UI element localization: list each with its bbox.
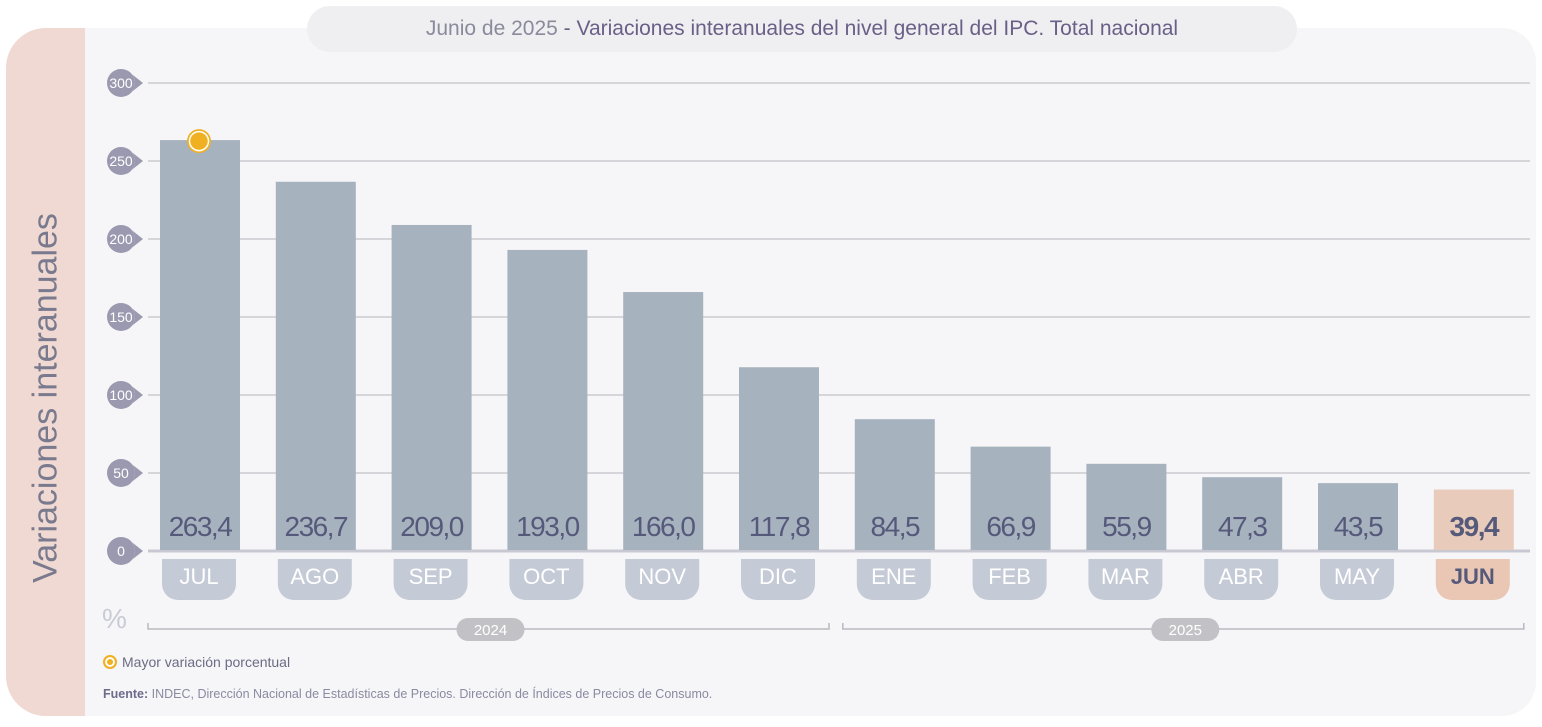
title-separator: - [557, 17, 577, 40]
y-tick-label: 250 [109, 153, 133, 169]
max-marker-ring [188, 130, 210, 152]
value-label: 43,5 [1334, 511, 1383, 542]
source-label: Fuente: [103, 687, 149, 701]
value-label: 47,3 [1218, 511, 1267, 542]
bar-dic [739, 367, 819, 550]
bar-mar [1086, 463, 1167, 550]
value-label: 209,0 [400, 511, 463, 542]
month-pill [1088, 559, 1163, 600]
month-label: JUL [179, 564, 218, 589]
month-label: JUN [1451, 564, 1495, 589]
bar-oct [507, 249, 588, 551]
month-pill [856, 559, 931, 600]
month-label: ENE [871, 564, 916, 589]
month-pill [1204, 559, 1279, 600]
chart-card: Variaciones interanuales [6, 28, 1536, 716]
bar-abr [1202, 477, 1283, 550]
month-label: MAR [1101, 564, 1150, 589]
value-label: 166,0 [632, 511, 695, 542]
bar-jul [160, 140, 240, 550]
y-tick-bubble [107, 459, 135, 487]
bar-feb [970, 446, 1051, 550]
month-label: DIC [759, 564, 797, 589]
y-tick-bubble [107, 147, 135, 175]
bar-jun [1433, 489, 1514, 550]
title-date: Junio de 2025 [425, 17, 558, 40]
month-pill [162, 559, 236, 600]
value-label: 66,9 [986, 511, 1035, 542]
chart-title: Junio de 2025 - Variaciones interanuales… [307, 6, 1297, 52]
value-label: 263,4 [169, 511, 232, 542]
month-label: AGO [290, 564, 339, 589]
month-label: FEB [988, 564, 1031, 589]
source-note: Fuente: INDEC, Dirección Nacional de Est… [103, 687, 712, 701]
month-pill [277, 559, 352, 600]
year-pill [1151, 618, 1220, 641]
bar-ago [275, 181, 356, 551]
y-tick-bubble [107, 69, 135, 97]
bar-may [1318, 483, 1398, 550]
value-label: 39,4 [1450, 511, 1500, 542]
month-pill [509, 559, 584, 600]
value-label: 55,9 [1102, 511, 1151, 542]
y-tick-bubble [106, 536, 143, 564]
y-tick-label: 50 [113, 465, 129, 481]
y-tick-bubble [106, 458, 143, 486]
month-pill [741, 559, 815, 600]
side-panel: Variaciones interanuales [6, 28, 85, 716]
month-label: ABR [1219, 564, 1264, 589]
y-tick-label: 150 [109, 309, 133, 325]
value-label: 84,5 [871, 511, 920, 542]
y-tick-bubble [106, 146, 143, 174]
month-label: MAY [1334, 564, 1380, 589]
month-pill [393, 559, 468, 600]
y-tick-bubble [107, 381, 135, 409]
month-label: NOV [638, 564, 686, 589]
y-tick-bubble [107, 303, 135, 331]
month-pill [625, 559, 700, 600]
legend-label: Mayor variación porcentual [122, 654, 291, 670]
y-tick-label: 100 [109, 387, 133, 403]
value-label: 236,7 [285, 511, 348, 542]
month-pill [1320, 559, 1394, 600]
y-tick-bubble [107, 225, 135, 253]
month-pill [972, 559, 1047, 600]
title-main: Variaciones interanuales del nivel gener… [576, 17, 1179, 40]
y-tick-bubble [106, 68, 143, 96]
max-marker-icon [187, 129, 211, 154]
legend: Mayor variación porcentual [103, 654, 290, 670]
y-tick-label: 300 [109, 75, 133, 91]
month-label: SEP [409, 564, 453, 589]
year-label: 2025 [1169, 622, 1202, 639]
year-pill [456, 618, 525, 641]
y-tick-label: 0 [117, 543, 125, 559]
month-pill [1435, 559, 1510, 600]
max-marker-icon [103, 655, 117, 669]
bar-nov [623, 292, 704, 550]
month-label: OCT [523, 564, 569, 589]
y-tick-bubble [107, 537, 135, 565]
value-label: 193,0 [516, 511, 579, 542]
bar-sep [391, 224, 472, 550]
bar-ene [854, 419, 935, 550]
y-tick-bubble [106, 380, 143, 408]
y-tick-label: 200 [109, 231, 133, 247]
year-label: 2024 [474, 622, 507, 639]
source-text: INDEC, Dirección Nacional de Estadística… [148, 687, 713, 701]
y-tick-bubble [106, 224, 143, 252]
y-tick-bubble [106, 302, 143, 330]
value-label: 117,8 [749, 511, 810, 542]
unit-label: % [102, 603, 127, 634]
